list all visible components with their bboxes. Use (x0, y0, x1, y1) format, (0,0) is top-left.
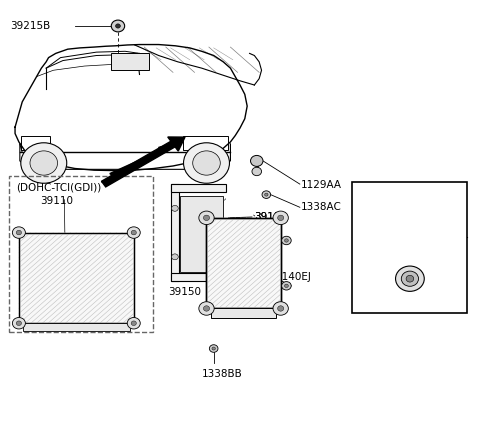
Bar (352, 182, 468, 313)
Bar (19, 233, 134, 323)
Text: 1327AC: 1327AC (385, 203, 434, 216)
Text: 39110: 39110 (40, 196, 73, 206)
Circle shape (282, 282, 291, 290)
Circle shape (273, 211, 288, 225)
Circle shape (131, 321, 136, 326)
Text: 39110: 39110 (254, 212, 288, 222)
Circle shape (285, 284, 288, 288)
Bar (111, 53, 149, 70)
Circle shape (127, 318, 140, 329)
Circle shape (12, 227, 25, 238)
Circle shape (251, 155, 263, 166)
Circle shape (131, 230, 136, 235)
Circle shape (111, 20, 125, 32)
Circle shape (199, 302, 214, 315)
Circle shape (285, 239, 288, 242)
Text: (DOHC-TCI(GDI)): (DOHC-TCI(GDI)) (16, 182, 102, 192)
Circle shape (396, 266, 424, 291)
Circle shape (204, 215, 210, 220)
Circle shape (204, 306, 210, 311)
Text: 1129AA: 1129AA (301, 180, 342, 190)
Circle shape (127, 227, 140, 238)
Bar (206, 218, 281, 308)
Circle shape (262, 191, 271, 198)
Circle shape (212, 347, 216, 350)
Circle shape (282, 236, 291, 244)
Bar (206, 218, 281, 308)
Circle shape (277, 215, 284, 220)
Circle shape (21, 143, 67, 183)
Bar (170, 274, 212, 281)
Circle shape (12, 318, 25, 329)
Circle shape (171, 254, 178, 260)
Circle shape (171, 206, 178, 212)
Circle shape (273, 302, 288, 315)
Circle shape (199, 211, 214, 225)
FancyArrow shape (101, 137, 185, 187)
Bar (9, 176, 153, 332)
Circle shape (401, 271, 419, 286)
Circle shape (192, 151, 220, 175)
Circle shape (406, 275, 414, 282)
Circle shape (183, 143, 229, 183)
Text: 39215B: 39215B (10, 21, 50, 31)
Circle shape (16, 321, 22, 326)
Text: 1140EJ: 1140EJ (276, 272, 312, 282)
Bar (182, 136, 228, 150)
Text: 1338BB: 1338BB (202, 369, 242, 379)
Polygon shape (101, 144, 173, 182)
Bar (211, 308, 276, 318)
Circle shape (264, 193, 268, 196)
Bar (170, 184, 226, 192)
Bar (170, 184, 179, 281)
Text: 39150: 39150 (168, 287, 201, 297)
Text: 39110: 39110 (254, 212, 288, 222)
Bar (21, 136, 50, 150)
Circle shape (116, 24, 120, 28)
Circle shape (252, 167, 262, 176)
Bar (23, 323, 130, 331)
Circle shape (277, 306, 284, 311)
Circle shape (16, 230, 22, 235)
Circle shape (209, 345, 218, 352)
Bar (180, 196, 223, 272)
Bar (19, 233, 134, 323)
Text: 1338AC: 1338AC (301, 202, 342, 212)
Circle shape (30, 151, 58, 175)
